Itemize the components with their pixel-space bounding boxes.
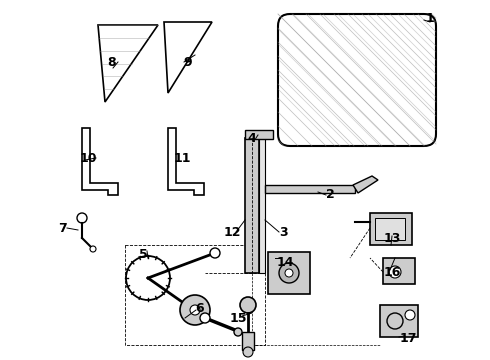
Circle shape bbox=[180, 295, 210, 325]
Text: 15: 15 bbox=[229, 311, 247, 324]
Text: 12: 12 bbox=[223, 225, 241, 238]
Text: 14: 14 bbox=[276, 256, 294, 269]
Circle shape bbox=[240, 297, 256, 313]
Circle shape bbox=[279, 263, 299, 283]
Bar bbox=[125, 245, 265, 345]
Bar bbox=[265, 185, 355, 193]
Bar bbox=[268, 252, 310, 294]
Text: 6: 6 bbox=[196, 302, 204, 315]
Circle shape bbox=[190, 305, 200, 315]
Circle shape bbox=[389, 266, 401, 278]
Text: 3: 3 bbox=[279, 225, 287, 238]
Circle shape bbox=[405, 310, 415, 320]
Circle shape bbox=[243, 347, 253, 357]
Text: 2: 2 bbox=[326, 189, 334, 202]
Circle shape bbox=[234, 328, 242, 336]
Bar bbox=[259, 138, 265, 273]
Text: 7: 7 bbox=[58, 221, 66, 234]
Text: 10: 10 bbox=[79, 152, 97, 165]
Circle shape bbox=[200, 313, 210, 323]
Bar bbox=[380, 305, 418, 337]
Bar bbox=[242, 332, 254, 350]
Text: 4: 4 bbox=[247, 131, 256, 144]
Circle shape bbox=[210, 248, 220, 258]
Text: 17: 17 bbox=[399, 332, 417, 345]
Text: 13: 13 bbox=[383, 231, 401, 244]
Text: 11: 11 bbox=[173, 152, 191, 165]
Bar bbox=[245, 138, 259, 273]
Text: 8: 8 bbox=[108, 55, 116, 68]
Bar bbox=[375, 218, 405, 240]
Bar bbox=[383, 258, 415, 284]
Text: 16: 16 bbox=[383, 266, 401, 279]
Circle shape bbox=[285, 269, 293, 277]
Text: 1: 1 bbox=[426, 12, 434, 24]
Bar bbox=[245, 130, 273, 139]
Text: 9: 9 bbox=[184, 55, 192, 68]
Polygon shape bbox=[353, 176, 378, 193]
FancyBboxPatch shape bbox=[278, 14, 436, 146]
Text: 5: 5 bbox=[139, 248, 147, 261]
Bar bbox=[370, 213, 412, 245]
Circle shape bbox=[77, 213, 87, 223]
Circle shape bbox=[90, 246, 96, 252]
